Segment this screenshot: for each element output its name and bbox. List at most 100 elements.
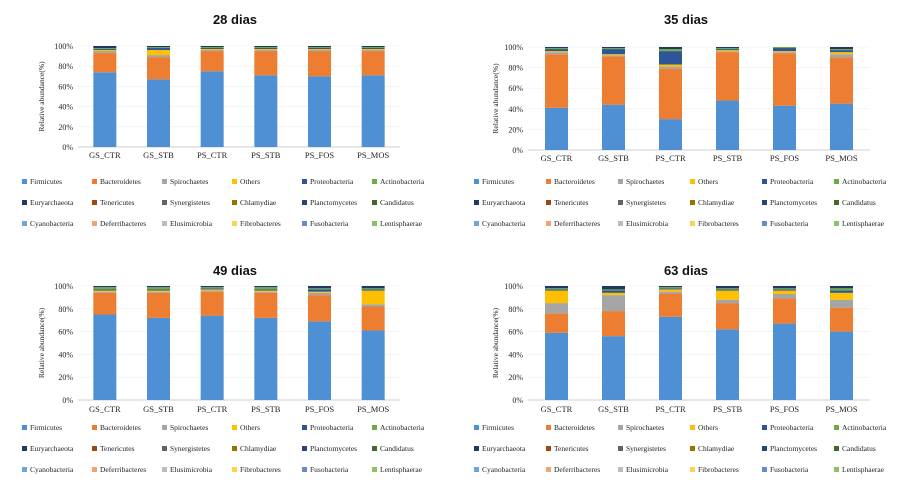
- bar-segment-spirochaetes: [93, 291, 117, 293]
- y-tick-label: 80%: [508, 305, 523, 314]
- legend-label: Euryarchaeota: [482, 198, 526, 207]
- legend-swatch: [618, 179, 623, 184]
- bar-segment-bacteroidetes: [361, 51, 385, 76]
- x-tick-label: PS_FOS: [770, 153, 800, 163]
- legend-swatch: [372, 467, 377, 472]
- bar-segment-euryarchaeota: [200, 286, 224, 288]
- legend-label: Fusobacteria: [310, 465, 349, 474]
- bar-segment-spirochaetes: [254, 50, 278, 52]
- bar-segment-others: [773, 290, 796, 294]
- legend-label: Fusobacteria: [310, 219, 349, 228]
- bar-segment-actinobacteria: [716, 288, 739, 290]
- legend-label: Others: [240, 423, 260, 432]
- legend-swatch: [22, 446, 27, 451]
- legend-label: Elusimicrobia: [170, 219, 213, 228]
- x-tick-label: PS_MOS: [357, 150, 389, 160]
- bar-segment-bacteroidetes: [147, 57, 170, 80]
- legend-swatch: [372, 425, 377, 430]
- legend-label: Cyanobacteria: [30, 219, 74, 228]
- bar-segment-actinobacteria: [200, 287, 224, 289]
- legend-label: Others: [698, 423, 718, 432]
- bar-segment-others: [147, 50, 170, 56]
- legend-label: Proteobacteria: [310, 177, 354, 186]
- legend-swatch: [546, 467, 551, 472]
- legend-swatch: [762, 446, 767, 451]
- y-tick-label: 0%: [62, 396, 73, 405]
- legend-swatch: [22, 425, 27, 430]
- bar-segment-spirochaetes: [308, 50, 331, 52]
- bar-segment-actinobacteria: [147, 287, 170, 290]
- legend-swatch: [92, 446, 97, 451]
- x-tick-label: GS_CTR: [541, 404, 573, 414]
- legend-swatch: [762, 467, 767, 472]
- legend-label: Candidatus: [380, 198, 414, 207]
- legend-label: Deferribacteres: [554, 219, 600, 228]
- bar-segment-euryarchaeota: [254, 286, 278, 288]
- bar-segment-proteobacteria: [602, 49, 625, 55]
- bar-segment-proteobacteria: [147, 48, 170, 51]
- y-axis-label: Relative abundance(%): [37, 307, 46, 378]
- bar-segment-spirochaetes: [147, 55, 170, 58]
- legend-swatch: [232, 221, 237, 226]
- bar-segment-firmicutes: [659, 316, 682, 400]
- legend-swatch: [618, 467, 623, 472]
- bar-segment-actinobacteria: [830, 49, 853, 51]
- legend-label: Actinobacteria: [842, 177, 887, 186]
- bar-segment-euryarchaeota: [361, 286, 385, 289]
- legend-swatch: [162, 179, 167, 184]
- bar-segment-spirochaetes: [361, 304, 385, 307]
- legend-swatch: [162, 425, 167, 430]
- bar-segment-euryarchaeota: [716, 47, 739, 49]
- legend-label: Bacteroidetes: [554, 177, 595, 186]
- bar-segment-spirochaetes: [659, 291, 682, 294]
- legend-label: Tenericutes: [100, 198, 135, 207]
- legend-label: Synergistetes: [626, 198, 666, 207]
- bar-segment-bacteroidetes: [308, 295, 331, 322]
- bar-segment-euryarchaeota: [361, 46, 385, 48]
- chart-title: 28 dias: [213, 12, 257, 27]
- bar-segment-firmicutes: [602, 104, 625, 150]
- legend-label: Actinobacteria: [380, 177, 425, 186]
- bar-segment-others: [545, 51, 568, 53]
- bar-segment-firmicutes: [254, 75, 278, 147]
- bar-segment-proteobacteria: [773, 289, 796, 291]
- bar-segment-euryarchaeota: [602, 47, 625, 49]
- bar-segment-spirochaetes: [773, 52, 796, 54]
- bar-segment-proteobacteria: [716, 289, 739, 291]
- y-tick-label: 40%: [58, 350, 73, 359]
- y-tick-label: 80%: [58, 305, 73, 314]
- bar-segment-spirochaetes: [716, 51, 739, 53]
- legend-swatch: [474, 200, 479, 205]
- chart-panel-4: 63 dias 0% 20% 40% 60% 80% 100% Relative abunda…: [474, 263, 887, 474]
- bar-segment-bacteroidetes: [361, 306, 385, 331]
- bar-segment-euryarchaeota: [830, 47, 853, 50]
- legend: Firmicutes Bacteroidetes Spirochaetes Other…: [474, 177, 887, 228]
- bar-segment-spirochaetes: [602, 55, 625, 57]
- bar-segment-actinobacteria: [773, 47, 796, 49]
- legend-swatch: [546, 221, 551, 226]
- bar-segment-actinobacteria: [716, 48, 739, 50]
- legend-swatch: [546, 425, 551, 430]
- bar-segment-actinobacteria: [361, 288, 385, 290]
- bar-segment-bacteroidetes: [659, 293, 682, 317]
- legend-swatch: [546, 179, 551, 184]
- legend-label: Actinobacteria: [380, 423, 425, 432]
- legend-label: Synergistetes: [170, 444, 210, 453]
- bar-segment-spirochaetes: [602, 295, 625, 312]
- y-axis-label: Relative abundance(%): [491, 63, 500, 134]
- legend-label: Elusimicrobia: [626, 219, 669, 228]
- legend-swatch: [22, 200, 27, 205]
- legend-swatch: [618, 446, 623, 451]
- y-tick-label: 60%: [58, 82, 73, 91]
- legend-label: Planctomycetes: [310, 444, 357, 453]
- bar-segment-proteobacteria: [361, 289, 385, 291]
- bar-segment-others: [716, 50, 739, 52]
- bar-segment-proteobacteria: [308, 289, 331, 292]
- bar-segment-proteobacteria: [773, 48, 796, 52]
- y-tick-label: 100%: [54, 282, 73, 291]
- x-tick-label: GS_CTR: [89, 404, 121, 414]
- x-tick-label: PS_CTR: [197, 150, 228, 160]
- bar-segment-spirochaetes: [545, 303, 568, 314]
- legend-label: Synergistetes: [626, 444, 666, 453]
